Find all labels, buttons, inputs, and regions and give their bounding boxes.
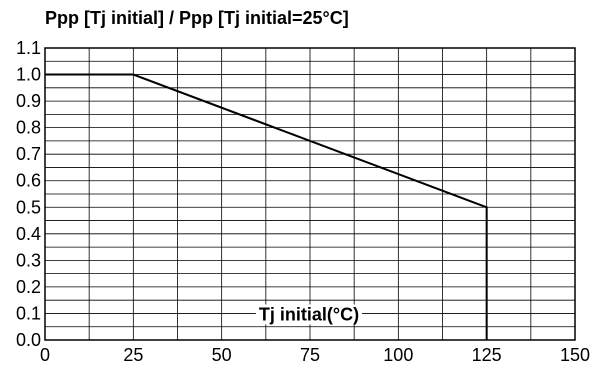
series-line (45, 73, 488, 340)
x-tick-label: 25 (123, 345, 143, 365)
y-tick-label: 0.6 (16, 171, 41, 191)
y-tick-label: 0.3 (16, 250, 41, 270)
x-tick-label: 0 (40, 345, 50, 365)
y-tick-label: 1.0 (16, 65, 41, 85)
y-tick-label: 0.7 (16, 144, 41, 164)
y-tick-label: 0.2 (16, 277, 41, 297)
grid-minor (45, 48, 575, 340)
x-axis-label: Tj initial(°C) (259, 304, 359, 324)
y-axis-tick-labels: 0.0 0.1 0.2 0.3 0.4 0.5 0.6 0.7 0.8 0.9 1.0 1.1 (16, 38, 41, 350)
plot-frame (44, 47, 576, 341)
chart-title: Ppp [Tj initial] / Ppp [Tj initial=25°C] (45, 8, 349, 28)
y-tick-label: 1.1 (16, 38, 41, 58)
y-tick-label: 0.5 (16, 197, 41, 217)
y-tick-label: 0.8 (16, 118, 41, 138)
y-tick-label: 0.1 (16, 303, 41, 323)
x-axis-label-background (255, 304, 363, 325)
x-tick-label: 150 (560, 345, 590, 365)
x-tick-label: 100 (383, 345, 413, 365)
x-tick-label: 50 (212, 345, 232, 365)
y-tick-label: 0.4 (16, 224, 41, 244)
y-tick-label: 0.9 (16, 91, 41, 111)
y-tick-label: 0.0 (16, 330, 41, 350)
x-tick-label: 75 (300, 345, 320, 365)
x-tick-label: 125 (472, 345, 502, 365)
x-axis-tick-labels: 0 25 50 75 100 125 150 (40, 345, 590, 365)
